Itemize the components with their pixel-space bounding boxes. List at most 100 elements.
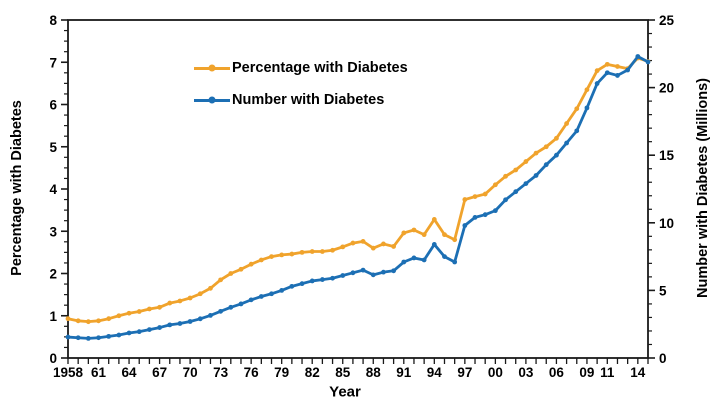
percentage-series-point [401, 230, 407, 236]
x-tick-label: 06 [549, 365, 565, 380]
number-series-point [289, 283, 295, 289]
x-tick-label: 67 [152, 365, 167, 380]
percentage-series-point [147, 306, 152, 312]
number-series-line-swatch [194, 96, 230, 104]
number-series-point [197, 316, 203, 322]
number-series-point [625, 67, 631, 73]
number-series-point [309, 278, 315, 284]
y-left-tick-label: 6 [49, 98, 57, 113]
number-series-point [157, 325, 162, 330]
percentage-series-point [218, 277, 224, 283]
percentage-series-point [350, 240, 356, 246]
x-tick-label: 97 [457, 365, 472, 380]
number-series-point [543, 162, 549, 168]
number-series-point [116, 332, 122, 338]
percentage-series-point [269, 254, 274, 259]
y-left-tick-label: 1 [49, 309, 57, 324]
percentage-series-point [411, 227, 417, 233]
number-series-point [462, 223, 468, 228]
y-right-tick-label: 15 [659, 148, 675, 163]
number-series-point [147, 327, 152, 333]
x-tick-label: 11 [600, 365, 615, 380]
number-series-point [523, 181, 529, 186]
number-series-marker [208, 96, 216, 104]
number-series-point [177, 321, 183, 326]
x-tick-label: 76 [244, 365, 260, 380]
percentage-series-point [381, 241, 386, 247]
percentage-series-point [96, 318, 101, 324]
number-series-point [594, 81, 600, 86]
percentage-series-point [462, 197, 468, 202]
number-series-point [330, 275, 335, 281]
x-tick-label: 00 [488, 365, 503, 380]
x-axis-title: Year [329, 383, 361, 401]
percentage-series-point [167, 300, 173, 306]
number-series-point [85, 335, 91, 341]
percentage-series-point [391, 244, 397, 249]
y-left-tick-label: 5 [49, 140, 57, 155]
percentage-series-line [66, 56, 650, 324]
percentage-series-point [238, 266, 244, 272]
number-series-point [126, 330, 132, 336]
y-left-tick-label: 7 [49, 55, 57, 70]
percentage-series-point [543, 144, 549, 150]
number-series-point [533, 173, 539, 178]
percentage-series-point [177, 298, 183, 304]
percentage-series-point [523, 159, 529, 164]
x-tick-label: 03 [518, 365, 534, 380]
percentage-series-point [299, 249, 305, 255]
chart-legend: Percentage with Diabetes Number with Dia… [194, 58, 408, 122]
number-series-point [96, 335, 101, 341]
percentage-series-point [289, 251, 295, 257]
percentage-series-point [197, 291, 203, 297]
percentage-series-point [75, 318, 81, 324]
number-series-point [584, 105, 590, 111]
y-left-tick-label: 3 [49, 224, 57, 239]
number-series-point [208, 313, 213, 318]
percentage-series-point [604, 61, 610, 67]
number-series-point [299, 281, 305, 287]
percentage-series-point [360, 238, 366, 244]
x-tick-label: 64 [122, 365, 138, 380]
y-left-tick-label: 4 [49, 182, 57, 197]
y-left-tick-label: 2 [49, 267, 57, 282]
number-series-point [248, 297, 254, 303]
right-axis-title: Number with Diabetes (Millions) [695, 78, 711, 298]
percentage-series-point [330, 247, 335, 253]
number-series-point [452, 259, 458, 265]
y-left-tick-label: 0 [49, 351, 57, 366]
y-right-tick-label: 5 [659, 283, 667, 298]
percentage-series-point [431, 217, 437, 222]
y-right-tick-label: 25 [659, 13, 675, 28]
number-series-point [411, 255, 417, 261]
percentage-series-point [594, 68, 600, 74]
percentage-series-point [442, 232, 447, 238]
x-tick-label: 09 [579, 365, 594, 380]
percentage-series-point [136, 309, 142, 314]
y-right-tick-label: 0 [659, 351, 667, 366]
number-series-point [635, 54, 641, 59]
number-series-point [615, 73, 620, 78]
x-tick-label: 82 [305, 365, 320, 380]
percentage-series-point [208, 285, 213, 291]
y-right-tick-label: 10 [659, 216, 674, 231]
number-series-point [167, 322, 173, 328]
number-series-point [442, 254, 447, 259]
percentage-series-point [228, 271, 234, 276]
number-series-point [492, 208, 498, 214]
percentage-series-line-swatch [194, 64, 230, 72]
percentage-series-marker [208, 64, 216, 72]
percentage-series-point [279, 252, 285, 258]
number-series-point [574, 128, 580, 134]
number-series-point [350, 270, 356, 276]
number-series-point [391, 268, 397, 274]
y-right-tick-label: 20 [659, 81, 674, 96]
number-series-point [381, 269, 386, 275]
x-tick-label: 79 [274, 365, 289, 380]
percentage-series-point [85, 319, 91, 325]
number-series-point [645, 59, 651, 65]
number-series-point [431, 242, 437, 247]
percentage-series-point [564, 121, 569, 126]
x-tick-label: 91 [396, 365, 412, 380]
